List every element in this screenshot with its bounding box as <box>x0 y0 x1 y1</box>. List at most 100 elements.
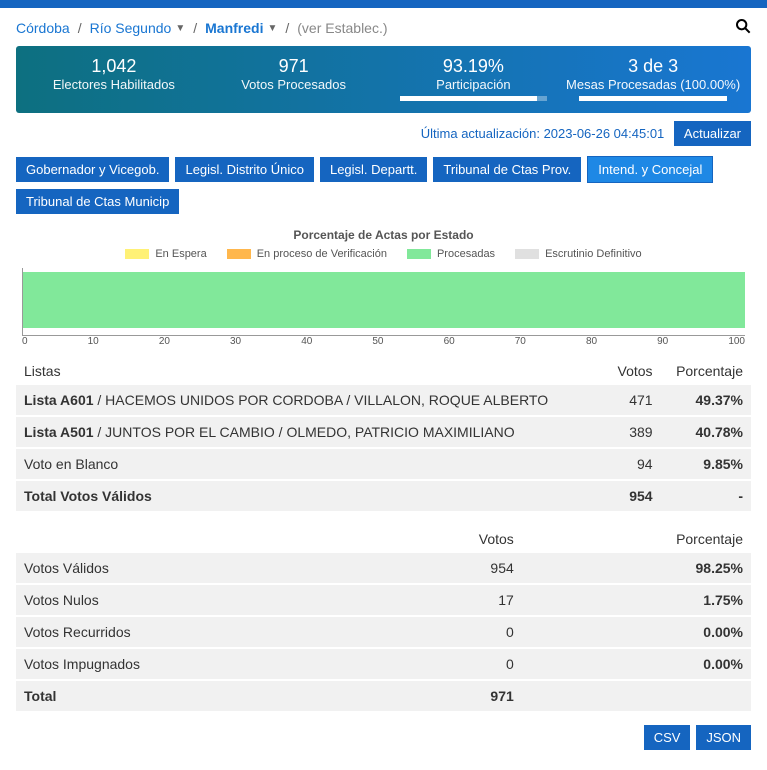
chart-tick: 20 <box>159 336 170 347</box>
row-name: Voto en Blanco <box>16 448 605 480</box>
table-row: Votos Nulos171.75% <box>16 584 751 616</box>
row-pct: 49.37% <box>661 385 751 416</box>
category-tab[interactable]: Intend. y Concejal <box>587 156 713 183</box>
legend-item: En Espera <box>125 248 206 260</box>
stat-tables: 3 de 3 Mesas Procesadas (100.00%) <box>563 56 743 101</box>
stat-bar <box>400 96 548 101</box>
chart-tick: 50 <box>372 336 383 347</box>
row-votes: 954 <box>381 553 522 584</box>
legend-label: Escrutinio Definitivo <box>545 248 642 260</box>
legend-swatch <box>515 249 539 259</box>
top-bar <box>0 0 767 8</box>
breadcrumb-province[interactable]: Córdoba <box>16 20 70 36</box>
row-pct: 0.00% <box>522 616 751 648</box>
row-name: Votos Impugnados <box>16 648 381 680</box>
stat-value: 1,042 <box>24 56 204 77</box>
row-pct: 9.85% <box>661 448 751 480</box>
caret-icon[interactable]: ▼ <box>267 23 277 34</box>
legend-swatch <box>227 249 251 259</box>
chart-tick: 70 <box>515 336 526 347</box>
category-tab[interactable]: Tribunal de Ctas Prov. <box>433 157 581 182</box>
chart-bar-container <box>22 268 745 336</box>
row-pct: - <box>661 480 751 512</box>
row-name: Lista A601 / HACEMOS UNIDOS POR CORDOBA … <box>16 385 605 416</box>
col-header: Porcentaje <box>522 525 751 553</box>
export-json-button[interactable]: JSON <box>696 725 751 750</box>
chart-tick: 0 <box>22 336 28 347</box>
legend-label: Procesadas <box>437 248 495 260</box>
breadcrumb-sep: / <box>193 20 197 36</box>
chart-tick: 40 <box>301 336 312 347</box>
stat-processed: 971 Votos Procesados <box>204 56 384 101</box>
table-row: Lista A601 / HACEMOS UNIDOS POR CORDOBA … <box>16 385 751 416</box>
row-votes: 0 <box>381 616 522 648</box>
col-header: Votos <box>381 525 522 553</box>
legend-label: En Espera <box>155 248 206 260</box>
breadcrumb-locality[interactable]: Manfredi <box>205 20 263 36</box>
chart-tick: 80 <box>586 336 597 347</box>
export-buttons: CSV JSON <box>16 725 751 750</box>
row-pct: 98.25% <box>522 553 751 584</box>
table-total-row: Total971 <box>16 680 751 712</box>
category-tab[interactable]: Tribunal de Ctas Municip <box>16 189 179 214</box>
category-tab[interactable]: Gobernador y Vicegob. <box>16 157 169 182</box>
chart-bar-fill <box>23 272 745 328</box>
update-row: Última actualización: 2023-06-26 04:45:0… <box>16 121 751 146</box>
chart-ticks: 0102030405060708090100 <box>22 336 745 347</box>
legend-item: En proceso de Verificación <box>227 248 387 260</box>
stat-participation: 93.19% Participación <box>384 56 564 101</box>
last-update-text: Última actualización: 2023-06-26 04:45:0… <box>421 126 665 141</box>
export-csv-button[interactable]: CSV <box>644 725 691 750</box>
chart-title: Porcentaje de Actas por Estado <box>16 228 751 242</box>
table-total-row: Total Votos Válidos954- <box>16 480 751 512</box>
row-votes: 17 <box>381 584 522 616</box>
row-votes: 389 <box>605 416 661 448</box>
row-pct: 1.75% <box>522 584 751 616</box>
summary-body: Votos Válidos95498.25%Votos Nulos171.75%… <box>16 553 751 712</box>
breadcrumb: Córdoba / Río Segundo ▼ / Manfredi ▼ / (… <box>16 18 751 38</box>
legend-label: En proceso de Verificación <box>257 248 387 260</box>
chart-tick: 100 <box>728 336 745 347</box>
category-tab[interactable]: Legisl. Departt. <box>320 157 427 182</box>
table-row: Votos Impugnados00.00% <box>16 648 751 680</box>
chart-tick: 60 <box>444 336 455 347</box>
breadcrumb-sep: / <box>78 20 82 36</box>
stat-label: Votos Procesados <box>204 77 384 92</box>
breadcrumb-department[interactable]: Río Segundo <box>90 20 172 36</box>
legend-item: Procesadas <box>407 248 495 260</box>
col-header: Porcentaje <box>661 357 751 385</box>
row-name: Votos Nulos <box>16 584 381 616</box>
row-votes: 954 <box>605 480 661 512</box>
chart-tick: 30 <box>230 336 241 347</box>
row-name: Total Votos Válidos <box>16 480 605 512</box>
caret-icon[interactable]: ▼ <box>175 23 185 34</box>
breadcrumb-estab[interactable]: (ver Establec.) <box>297 20 387 36</box>
table-row: Votos Recurridos00.00% <box>16 616 751 648</box>
stat-label: Electores Habilitados <box>24 77 204 92</box>
stat-value: 93.19% <box>384 56 564 77</box>
chart-tick: 90 <box>657 336 668 347</box>
breadcrumb-sep: / <box>285 20 289 36</box>
stat-bar-fill <box>579 96 727 101</box>
col-header: Listas <box>16 357 605 385</box>
legend-swatch <box>407 249 431 259</box>
stat-label: Participación <box>384 77 564 92</box>
table-row: Voto en Blanco949.85% <box>16 448 751 480</box>
row-pct: 40.78% <box>661 416 751 448</box>
row-name: Votos Válidos <box>16 553 381 584</box>
category-tab[interactable]: Legisl. Distrito Único <box>175 157 314 182</box>
col-header <box>16 525 381 553</box>
row-votes: 971 <box>381 680 522 712</box>
stat-bar-fill <box>400 96 538 101</box>
stat-label: Mesas Procesadas (100.00%) <box>563 77 743 92</box>
row-votes: 0 <box>381 648 522 680</box>
refresh-button[interactable]: Actualizar <box>674 121 751 146</box>
category-tabs: Gobernador y Vicegob.Legisl. Distrito Ún… <box>16 156 751 220</box>
stats-panel: 1,042 Electores Habilitados 971 Votos Pr… <box>16 46 751 113</box>
row-votes: 94 <box>605 448 661 480</box>
row-pct: 0.00% <box>522 648 751 680</box>
legend-swatch <box>125 249 149 259</box>
search-icon[interactable] <box>735 18 751 38</box>
row-name: Lista A501 / JUNTOS POR EL CAMBIO / OLME… <box>16 416 605 448</box>
row-name: Total <box>16 680 381 712</box>
